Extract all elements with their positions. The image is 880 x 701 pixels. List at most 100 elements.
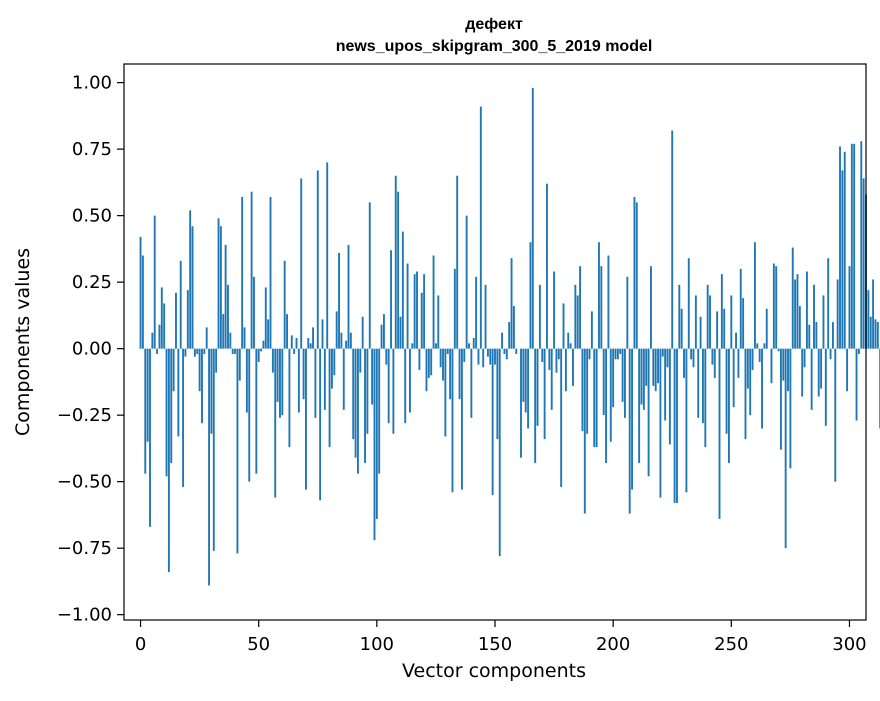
bar-272 [782, 349, 784, 381]
bar-144 [480, 107, 482, 349]
bar-53 [265, 287, 267, 348]
bar-25 [199, 349, 201, 392]
bar-247 [723, 309, 725, 349]
bar-110 [400, 317, 402, 349]
bar-136 [461, 349, 463, 490]
bar-252 [735, 333, 737, 349]
bar-24 [196, 349, 198, 354]
bar-276 [792, 248, 794, 349]
bar-111 [402, 232, 404, 349]
bar-29 [208, 349, 210, 586]
bar-1 [142, 256, 144, 349]
bar-28 [206, 327, 208, 348]
bar-56 [272, 349, 274, 373]
bar-81 [331, 349, 333, 389]
bar-11 [166, 349, 168, 477]
bar-41 [236, 349, 238, 554]
bar-223 [667, 349, 669, 368]
bar-43 [241, 197, 243, 349]
bar-163 [525, 349, 527, 413]
bar-60 [281, 349, 283, 416]
bar-51 [260, 349, 262, 352]
bar-104 [385, 349, 387, 365]
bar-167 [534, 349, 536, 463]
bar-191 [591, 311, 593, 348]
bar-47 [251, 192, 253, 349]
bar-31 [213, 349, 215, 551]
bar-12 [168, 349, 170, 572]
x-tick-label: 250 [714, 634, 748, 655]
bar-285 [813, 285, 815, 349]
bar-128 [442, 349, 444, 381]
bar-311 [875, 319, 877, 348]
bar-286 [815, 322, 817, 349]
bar-68 [300, 178, 302, 348]
bar-78 [324, 349, 326, 410]
bar-26 [201, 349, 203, 423]
bar-210 [636, 202, 638, 348]
bar-69 [303, 349, 305, 400]
bar-310 [872, 279, 874, 348]
bar-182 [570, 343, 572, 348]
bar-237 [700, 317, 702, 349]
bar-229 [681, 309, 683, 349]
bar-15 [175, 293, 177, 349]
bar-256 [745, 349, 747, 439]
bar-294 [834, 349, 836, 482]
bar-49 [255, 349, 257, 474]
y-tick-label: 0.00 [72, 339, 112, 360]
y-tick-label: −0.75 [57, 538, 112, 559]
bar-34 [220, 226, 222, 348]
bar-186 [579, 266, 581, 348]
bar-204 [622, 349, 624, 402]
bar-127 [440, 349, 442, 368]
bar-101 [378, 349, 380, 474]
bar-301 [851, 144, 853, 349]
bar-207 [629, 349, 631, 514]
bar-85 [340, 333, 342, 349]
y-tick-label: 0.25 [72, 272, 112, 293]
bar-112 [404, 349, 406, 423]
bar-152 [499, 349, 501, 557]
bar-40 [234, 349, 236, 354]
bar-174 [551, 349, 553, 410]
bar-14 [173, 349, 175, 392]
x-tick-label: 50 [247, 634, 270, 655]
bar-37 [227, 285, 229, 349]
bar-209 [633, 197, 635, 349]
bar-65 [293, 349, 295, 354]
bar-183 [572, 349, 574, 386]
bar-124 [433, 256, 435, 349]
bar-137 [463, 349, 465, 362]
bar-308 [867, 290, 869, 349]
bar-57 [274, 349, 276, 498]
bar-151 [496, 349, 498, 439]
bar-130 [447, 349, 449, 354]
bar-94 [362, 317, 364, 349]
bar-284 [811, 349, 813, 410]
bar-173 [548, 349, 550, 370]
bar-283 [808, 325, 810, 349]
bar-22 [192, 226, 194, 348]
bar-169 [539, 285, 541, 349]
bar-109 [397, 192, 399, 349]
bar-275 [789, 349, 791, 469]
bar-185 [577, 295, 579, 348]
bar-76 [319, 349, 321, 501]
bar-187 [581, 349, 583, 431]
bar-5 [151, 333, 153, 349]
bar-119 [421, 293, 423, 349]
bar-205 [624, 349, 626, 418]
bar-291 [827, 258, 829, 348]
bar-73 [312, 327, 314, 348]
bar-249 [728, 349, 730, 463]
bar-82 [333, 349, 335, 376]
bar-148 [489, 349, 491, 365]
bar-17 [180, 261, 182, 349]
bar-35 [222, 314, 224, 349]
bar-46 [248, 349, 250, 482]
bar-153 [501, 333, 503, 349]
bar-242 [711, 349, 713, 365]
bar-255 [742, 298, 744, 349]
